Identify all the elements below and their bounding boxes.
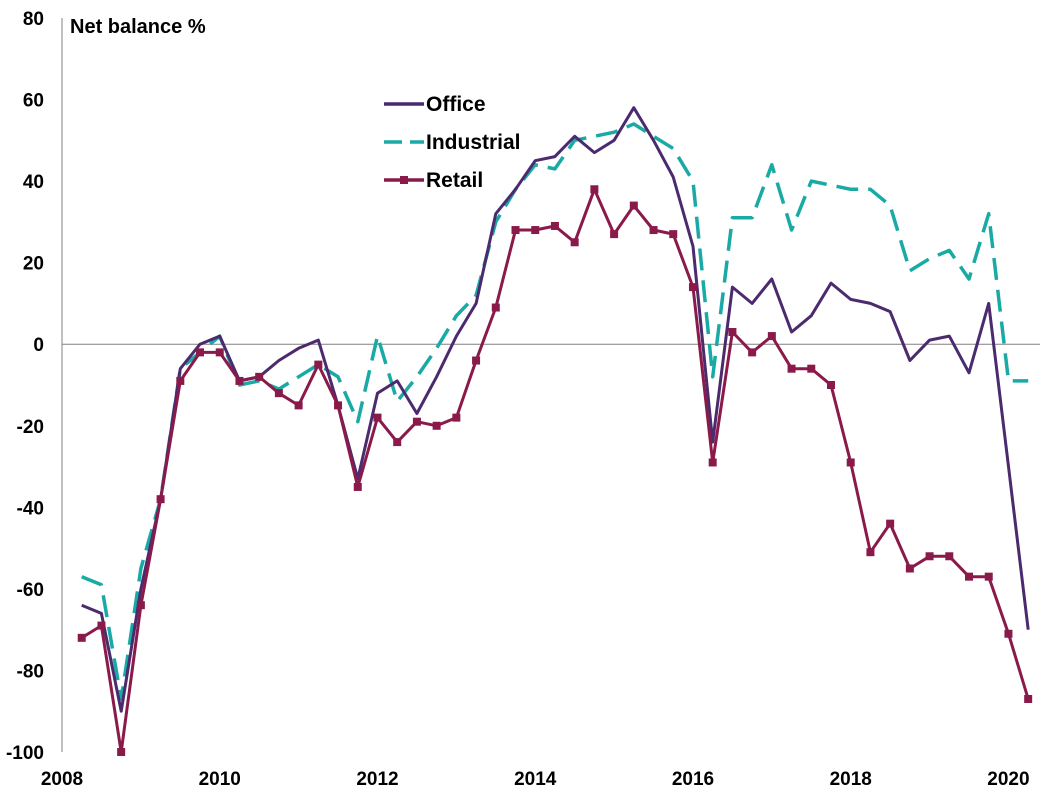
legend-label: Industrial <box>426 131 521 154</box>
legend-label: Office <box>426 93 486 116</box>
retail-point <box>787 364 796 373</box>
y-tick-label: -80 <box>17 661 44 682</box>
retail-point <box>708 458 717 467</box>
y-axis-title: Net balance % <box>70 16 206 38</box>
retail-point <box>886 519 895 528</box>
retail-point <box>117 748 126 756</box>
retail-point <box>1004 629 1013 638</box>
y-tick-label: -40 <box>17 498 44 519</box>
retail-point <box>669 230 678 239</box>
retail-point <box>1024 694 1033 703</box>
x-tick-label: 2012 <box>356 769 398 790</box>
retail-point <box>807 364 816 373</box>
retail-point <box>235 376 244 385</box>
x-tick-label: 2020 <box>987 769 1029 790</box>
retail-point <box>452 413 461 422</box>
retail-point <box>984 572 993 581</box>
y-tick-label: -100 <box>6 743 44 764</box>
series-retail <box>77 185 1033 756</box>
y-tick-label: -20 <box>17 417 44 438</box>
y-tick-label: 60 <box>23 91 44 112</box>
retail-point <box>610 230 619 239</box>
retail-point <box>590 185 599 194</box>
retail-point <box>432 421 441 430</box>
retail-point <box>255 372 264 381</box>
series-office <box>81 106 1030 713</box>
retail-point <box>550 221 559 230</box>
retail-point <box>97 621 106 630</box>
retail-point <box>176 376 185 385</box>
y-tick-label: -60 <box>17 580 44 601</box>
retail-point <box>472 356 481 365</box>
retail-point <box>748 348 757 357</box>
retail-point <box>314 360 323 369</box>
retail-point <box>334 401 343 410</box>
series-line-retail <box>80 187 1030 754</box>
retail-point <box>294 401 303 410</box>
retail-point <box>274 389 283 398</box>
y-tick-label: 80 <box>23 9 44 30</box>
retail-point <box>373 413 382 422</box>
x-tick-label: 2018 <box>830 769 872 790</box>
retail-point <box>156 495 165 504</box>
retail-point <box>866 548 875 557</box>
legend-marker <box>400 176 408 184</box>
retail-point <box>77 633 86 642</box>
retail-point <box>767 332 776 341</box>
retail-point <box>826 381 835 389</box>
retail-point <box>925 552 934 561</box>
retail-point <box>491 303 500 312</box>
retail-point <box>393 438 402 447</box>
x-tick-label: 2014 <box>514 769 557 790</box>
retail-point <box>215 348 224 357</box>
retail-point <box>531 226 540 235</box>
retail-point <box>649 226 658 235</box>
y-tick-label: 0 <box>33 335 44 356</box>
y-tick-label: 20 <box>23 254 44 275</box>
retail-point <box>728 327 737 336</box>
series-line-industrial <box>81 122 1029 701</box>
retail-point <box>688 283 697 292</box>
retail-point <box>570 238 579 247</box>
legend-item-office: Office <box>384 93 486 116</box>
retail-point <box>905 564 914 573</box>
series-industrial <box>81 122 1029 701</box>
x-tick-label: 2016 <box>672 769 714 790</box>
retail-point <box>412 417 421 426</box>
legend: Office Industrial Retail <box>384 93 521 192</box>
retail-point <box>136 601 145 610</box>
legend-item-retail: Retail <box>384 169 483 192</box>
retail-point <box>511 226 520 235</box>
y-tick-label: 40 <box>23 172 44 193</box>
retail-point <box>353 482 362 491</box>
y-axis-ticks: 80 60 40 20 0 -20 -40 -60 -80 -100 <box>6 9 44 764</box>
retail-point <box>629 201 638 210</box>
x-axis-ticks: 2008 2010 2012 2014 2016 2018 2020 <box>41 769 1030 790</box>
retail-point <box>945 552 954 561</box>
retail-point <box>196 348 205 357</box>
x-tick-label: 2010 <box>199 769 241 790</box>
series-layer <box>77 106 1033 756</box>
x-tick-label: 2008 <box>41 769 83 790</box>
legend-item-industrial: Industrial <box>384 131 521 154</box>
series-line-office <box>81 106 1030 713</box>
legend-label: Retail <box>426 169 483 192</box>
retail-point <box>846 458 855 467</box>
retail-point <box>965 572 974 581</box>
